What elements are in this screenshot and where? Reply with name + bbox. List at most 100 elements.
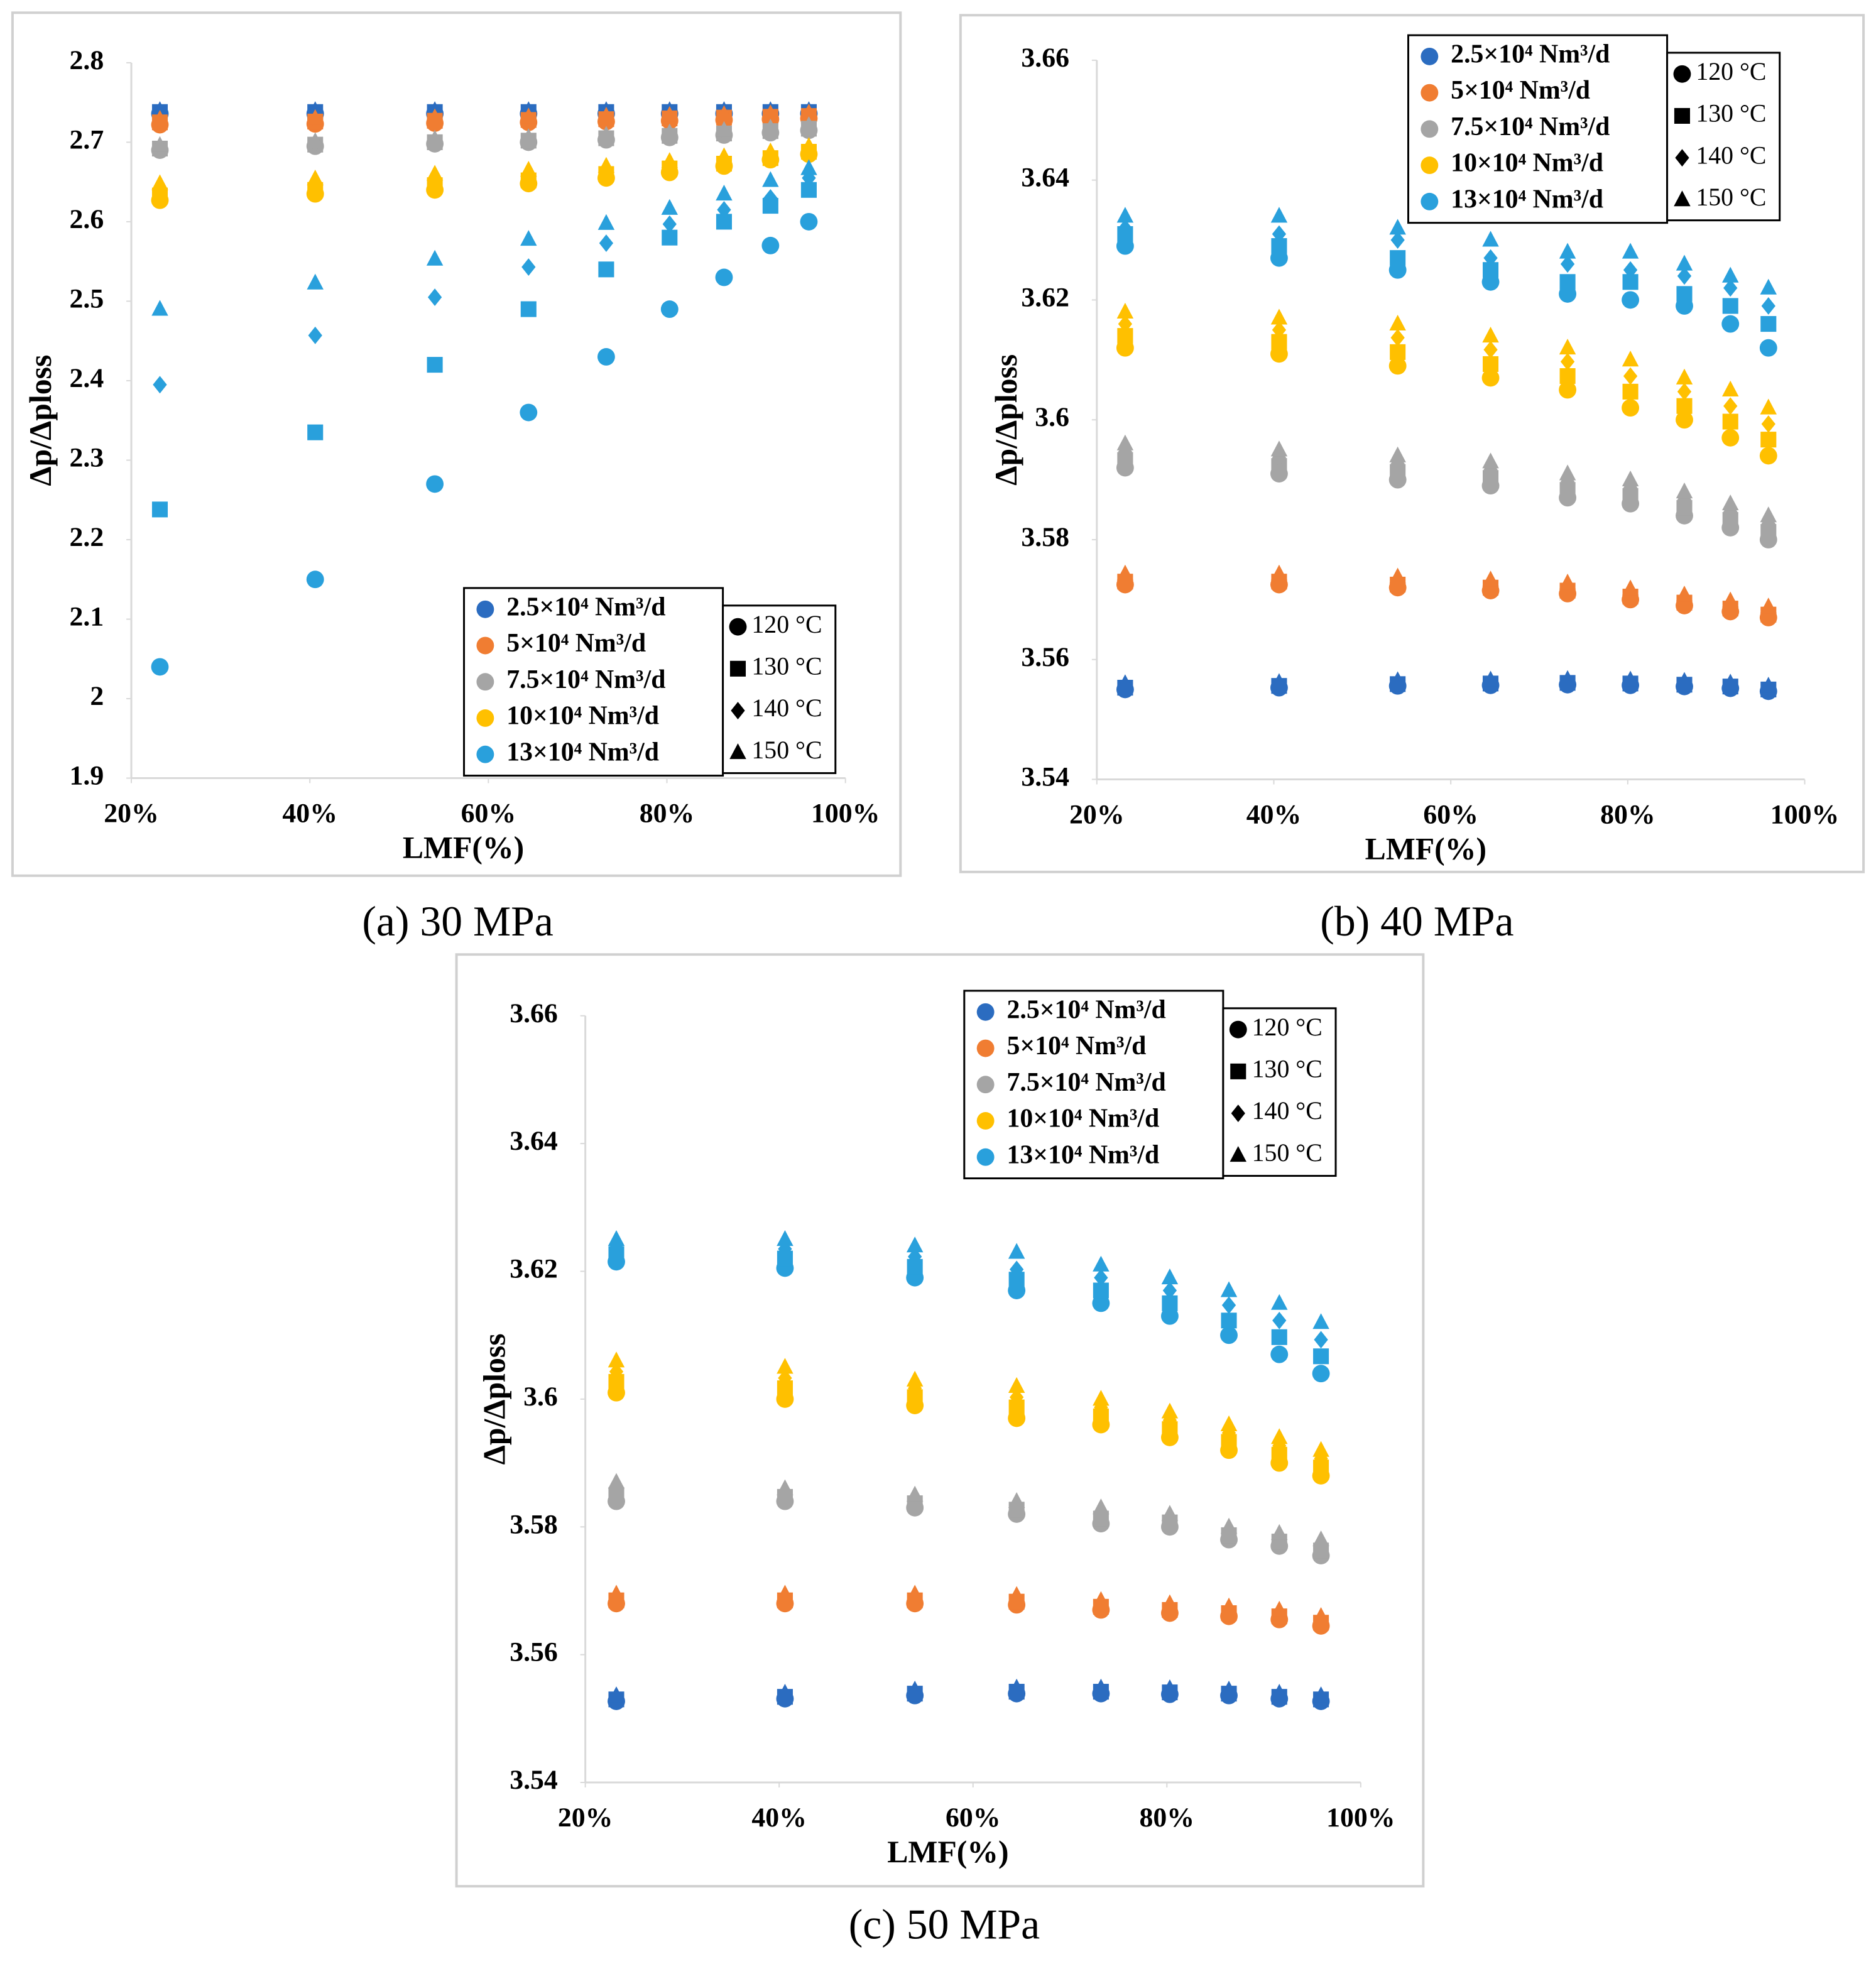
data-point xyxy=(1760,506,1777,523)
y-axis-title: Δp/Δploss xyxy=(23,355,58,486)
x-tick-label: 100% xyxy=(811,798,880,828)
x-tick-label: 40% xyxy=(282,798,337,828)
data-point xyxy=(906,1485,924,1502)
legend-label: 7.5×10⁴ Nm³/d xyxy=(506,665,665,694)
marker-legend-symbol xyxy=(1673,65,1691,83)
legend-label: 2.5×10⁴ Nm³/d xyxy=(1006,995,1165,1024)
data-point xyxy=(597,106,615,123)
data-point xyxy=(716,184,733,201)
legend-label: 10×10⁴ Nm³/d xyxy=(1006,1105,1159,1133)
y-tick-label: 3.66 xyxy=(510,998,558,1028)
data-point xyxy=(1270,1345,1289,1363)
data-point xyxy=(762,118,779,135)
legend-marker xyxy=(976,1003,995,1021)
data-point xyxy=(608,1351,625,1368)
data-point xyxy=(762,104,779,121)
x-tick-label: 20% xyxy=(1069,799,1125,829)
marker-legend-label: 130 °C xyxy=(1696,100,1766,128)
data-point xyxy=(427,357,443,373)
x-axis-title: LMF(%) xyxy=(1365,831,1486,866)
data-point xyxy=(1093,1255,1110,1272)
data-point xyxy=(1312,1686,1329,1703)
data-point xyxy=(426,249,444,266)
data-point xyxy=(1093,1498,1110,1515)
data-point xyxy=(1622,470,1639,487)
legend-marker xyxy=(1421,47,1439,65)
legend-label: 5×10⁴ Nm³/d xyxy=(1451,76,1590,105)
data-point xyxy=(1272,225,1287,243)
data-point xyxy=(1314,1331,1328,1349)
data-point xyxy=(520,128,537,145)
data-point xyxy=(153,376,167,394)
data-point xyxy=(1723,397,1738,415)
data-point xyxy=(800,212,818,231)
x-tick-label: 100% xyxy=(1770,799,1839,829)
data-point xyxy=(307,169,324,186)
data-point xyxy=(1721,494,1739,511)
data-point xyxy=(608,1230,625,1247)
y-tick-label: 3.54 xyxy=(1021,762,1069,792)
data-point xyxy=(598,261,614,278)
legend-box xyxy=(1407,34,1669,224)
data-point xyxy=(906,1680,924,1697)
data-point xyxy=(307,109,324,125)
data-point xyxy=(1622,383,1639,400)
panel-caption: (b) 40 MPa xyxy=(1320,898,1513,945)
legend-marker xyxy=(976,1076,995,1094)
marker-legend-label: 120 °C xyxy=(751,611,822,638)
marker-legend-label: 130 °C xyxy=(1252,1055,1322,1083)
data-point xyxy=(1093,1678,1110,1694)
marker-legend-label: 120 °C xyxy=(1696,58,1766,85)
x-tick-label: 100% xyxy=(1326,1803,1395,1833)
legend-marker xyxy=(1421,192,1439,210)
data-point xyxy=(426,108,444,124)
data-point xyxy=(1008,1377,1025,1394)
data-point xyxy=(1220,1680,1238,1697)
legend-marker xyxy=(476,709,494,727)
data-point xyxy=(151,101,168,117)
legend-marker xyxy=(476,600,494,618)
marker-legend-label: 150 °C xyxy=(1252,1139,1322,1167)
legend-label: 13×10⁴ Nm³/d xyxy=(1451,185,1603,214)
data-point xyxy=(1092,1294,1110,1312)
marker-legend-label: 120 °C xyxy=(1252,1013,1322,1041)
data-point xyxy=(660,300,679,319)
data-point xyxy=(661,152,679,168)
data-point xyxy=(1220,1517,1238,1534)
data-point xyxy=(1559,243,1576,259)
data-point xyxy=(1161,1594,1179,1610)
data-point xyxy=(716,147,733,163)
data-point xyxy=(1559,574,1576,590)
data-point xyxy=(1160,1307,1179,1325)
legend-marker xyxy=(476,673,494,691)
data-point xyxy=(1390,329,1405,347)
data-point xyxy=(762,171,779,187)
data-point xyxy=(1093,1591,1110,1607)
data-point xyxy=(1389,314,1406,331)
data-point xyxy=(800,137,817,153)
data-point xyxy=(777,1230,793,1247)
data-point xyxy=(308,326,322,344)
data-point xyxy=(1761,297,1775,315)
data-point xyxy=(1390,344,1406,360)
data-point xyxy=(661,123,679,139)
data-point xyxy=(1271,1428,1288,1444)
data-point xyxy=(777,1585,793,1601)
data-point xyxy=(1676,483,1693,499)
marker-legend-symbol xyxy=(731,702,745,719)
legend-marker xyxy=(976,1039,995,1057)
data-point xyxy=(1116,564,1134,581)
data-point xyxy=(1270,440,1288,457)
y-tick-label: 2 xyxy=(90,681,104,711)
data-point xyxy=(520,107,537,124)
data-point xyxy=(1116,207,1134,223)
data-point xyxy=(307,101,324,117)
data-point xyxy=(307,273,324,290)
data-point xyxy=(1559,274,1576,290)
data-point xyxy=(1482,231,1499,247)
x-tick-label: 40% xyxy=(1246,799,1302,829)
data-point xyxy=(151,658,169,676)
data-point xyxy=(597,348,615,366)
y-tick-label: 3.64 xyxy=(1021,163,1069,193)
data-point xyxy=(1161,1679,1179,1695)
